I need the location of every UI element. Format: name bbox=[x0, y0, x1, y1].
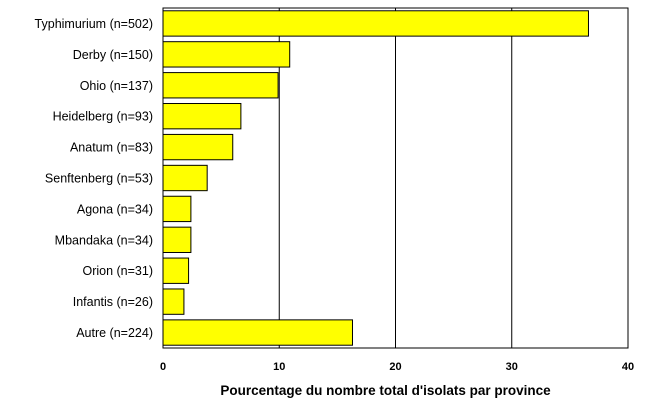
x-tick-label: 10 bbox=[273, 361, 285, 373]
category-label: Agona (n=34) bbox=[77, 202, 153, 216]
category-label: Anatum (n=83) bbox=[70, 141, 153, 155]
x-tick-labels: 0 10 20 30 40 bbox=[160, 361, 634, 373]
bars bbox=[162, 10, 589, 346]
x-tick-label: 40 bbox=[622, 361, 634, 373]
category-label: Ohio (n=137) bbox=[80, 79, 153, 93]
x-tick-label: 20 bbox=[389, 361, 401, 373]
bar bbox=[162, 72, 279, 99]
category-label: Infantis (n=26) bbox=[73, 295, 153, 309]
category-label: Orion (n=31) bbox=[82, 264, 153, 278]
category-label: Autre (n=224) bbox=[76, 326, 153, 340]
category-labels: Typhimurium (n=502) Derby (n=150) Ohio (n=… bbox=[35, 17, 153, 340]
bar bbox=[162, 41, 291, 68]
bar bbox=[162, 257, 190, 284]
bar bbox=[162, 10, 589, 37]
bar bbox=[162, 226, 192, 253]
x-tick-label: 0 bbox=[160, 361, 166, 373]
bar bbox=[162, 288, 185, 315]
bar bbox=[162, 319, 353, 346]
category-label: Mbandaka (n=34) bbox=[55, 233, 153, 247]
grid-lines bbox=[278, 8, 513, 348]
category-label: Typhimurium (n=502) bbox=[35, 17, 153, 31]
category-label: Senftenberg (n=53) bbox=[45, 172, 153, 186]
plot-frame bbox=[162, 7, 629, 349]
bar bbox=[162, 103, 242, 130]
x-axis-title: Pourcentage du nombre total d'isolats pa… bbox=[220, 383, 551, 398]
bar bbox=[162, 133, 234, 161]
bar bbox=[162, 164, 208, 192]
bar bbox=[162, 195, 192, 223]
x-tick-label: 30 bbox=[506, 361, 518, 373]
category-label: Heidelberg (n=93) bbox=[53, 110, 153, 124]
category-label: Derby (n=150) bbox=[73, 48, 153, 62]
